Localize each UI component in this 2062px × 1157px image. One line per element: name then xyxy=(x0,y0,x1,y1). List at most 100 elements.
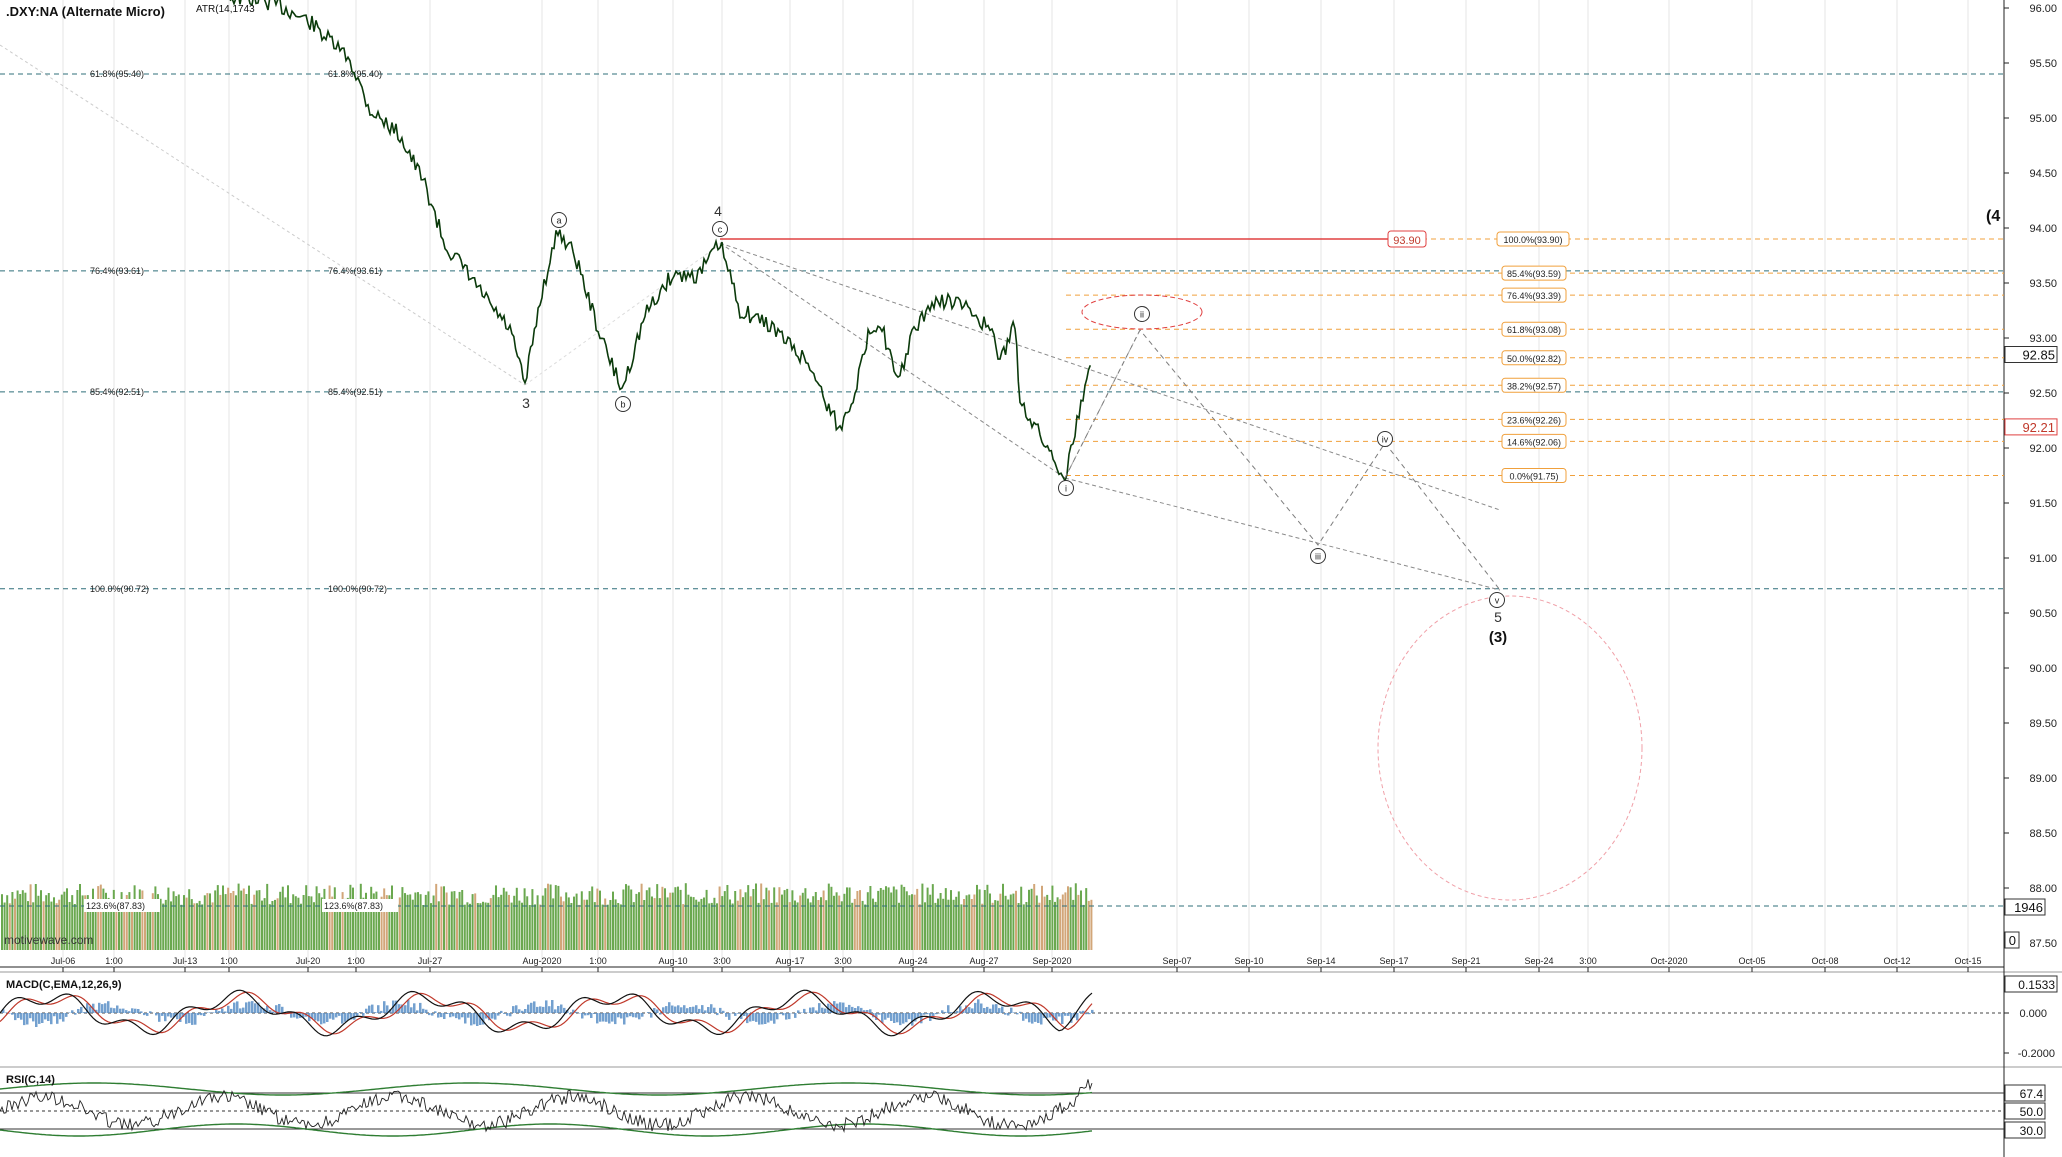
volume-bar xyxy=(814,892,817,950)
volume-bar xyxy=(414,892,417,950)
volume-bar xyxy=(552,898,555,950)
rsi-line xyxy=(0,1079,1093,1134)
fib-right-label: 0.0%(91.75) xyxy=(1509,472,1558,482)
volume-bar xyxy=(794,900,796,950)
volume-bar xyxy=(37,895,40,950)
volume-bar xyxy=(510,902,513,950)
volume-bar xyxy=(692,897,695,950)
volume-bar xyxy=(887,887,890,950)
volume-bar xyxy=(591,886,594,950)
macd-histogram-bar xyxy=(587,1013,590,1016)
volume-bar xyxy=(744,892,747,950)
volume-bar xyxy=(177,894,180,950)
volume-bar xyxy=(892,886,895,950)
volume-bar xyxy=(931,884,934,950)
volume-bar xyxy=(339,902,341,950)
macd-histogram-bar xyxy=(386,1005,389,1013)
fib-right-label-box xyxy=(1501,321,1567,337)
macd-histogram-bar xyxy=(245,1002,248,1013)
macd-histogram-bar xyxy=(224,1011,227,1013)
macd-histogram-bar xyxy=(89,1006,92,1013)
macd-histogram-bar xyxy=(521,1010,524,1013)
macd-value: 0.1533 xyxy=(2018,978,2055,992)
volume-bar xyxy=(609,900,612,950)
volume-bar xyxy=(731,903,734,950)
volume-bar xyxy=(513,895,516,950)
macd-histogram-bar xyxy=(494,1013,497,1020)
macd-histogram-bar xyxy=(947,1005,950,1013)
fib-right-label: 76.4%(93.39) xyxy=(1507,291,1561,301)
macd-histogram-bar xyxy=(848,1004,851,1013)
volume-bar xyxy=(250,903,253,950)
macd-histogram-bar xyxy=(461,1013,464,1018)
macd-histogram-bar xyxy=(701,1005,704,1013)
volume-bar xyxy=(34,884,37,950)
volume-bar xyxy=(27,901,29,950)
macd-histogram-bar xyxy=(380,1010,383,1013)
wave-label-3-degree: (3) xyxy=(1489,629,1507,646)
macd-histogram-bar xyxy=(743,1013,746,1016)
macd-histogram-bar xyxy=(452,1013,455,1017)
time-axis-label: Jul-06 xyxy=(51,956,76,966)
volume-bar xyxy=(11,892,14,950)
macd-histogram-bar xyxy=(263,1008,266,1013)
time-axis-label: Oct-12 xyxy=(1883,956,1910,966)
macd-histogram-bar xyxy=(125,1010,128,1013)
macd-histogram-bar xyxy=(1010,1007,1013,1013)
rsi-title: RSI(C,14) xyxy=(6,1074,55,1086)
time-axis-label: 1:00 xyxy=(105,956,123,966)
macd-histogram-bar xyxy=(86,1003,89,1013)
volume-bar xyxy=(170,901,172,950)
volume-bar xyxy=(801,892,804,950)
volume-bar xyxy=(944,888,947,950)
rsi-panel: 67.4 50.0 30.0 xyxy=(0,1079,2046,1139)
volume-bar xyxy=(879,888,882,950)
volume-bar xyxy=(939,893,942,950)
volume-bar xyxy=(404,893,406,950)
volume-bar xyxy=(432,895,435,950)
volume-bar xyxy=(690,896,692,950)
macd-histogram-bar xyxy=(356,1013,359,1017)
volume-bar xyxy=(424,894,427,950)
volume-bar xyxy=(214,890,217,950)
macd-histogram-bar xyxy=(431,1013,434,1016)
red-level-box xyxy=(1387,230,1427,248)
price-axis-label: 90.50 xyxy=(2029,608,2057,620)
time-axis-label: Sep-2020 xyxy=(1032,956,1071,966)
volume-bar xyxy=(903,886,906,950)
volume-bar xyxy=(684,883,687,950)
wave-label-iii-circle xyxy=(1310,548,1326,564)
volume-bar xyxy=(258,890,261,950)
volume-bar xyxy=(991,902,994,950)
volume-bar xyxy=(986,884,989,950)
volume-bar xyxy=(300,903,302,950)
macd-histogram-bar xyxy=(635,1013,638,1018)
volume-bar xyxy=(846,887,848,950)
macd-histogram-bar xyxy=(422,1008,425,1013)
time-axis-label: Sep-14 xyxy=(1306,956,1335,966)
macd-histogram-bar xyxy=(950,1012,953,1013)
macd-histogram-bar xyxy=(599,1013,602,1022)
macd-histogram-bar xyxy=(1004,1013,1007,1015)
fib-left-label-a: 100.0%(90.72) xyxy=(90,584,149,594)
volume-bar xyxy=(736,900,739,950)
target-ellipses xyxy=(1081,294,1643,901)
volume-bar xyxy=(489,898,492,950)
volume-bar xyxy=(960,904,963,950)
macd-histogram-bar xyxy=(611,1013,614,1022)
fib-left-levels: 61.8%(95.40) 61.8%(95.40)76.4%(93.61) 76.4… xyxy=(0,69,2004,912)
macd-histogram-bar xyxy=(563,1007,566,1013)
volume-bar xyxy=(232,891,235,950)
time-axis-label: Oct-15 xyxy=(1954,956,1981,966)
volume-bar xyxy=(45,895,48,950)
volume-bar xyxy=(796,902,799,950)
price-axis-label: 94.50 xyxy=(2029,168,2057,180)
volume-bar xyxy=(281,886,284,950)
volume-bar xyxy=(983,890,986,950)
macd-panel: 0.000 -0.2000 0.1533 xyxy=(0,975,2058,1060)
volume-bar xyxy=(762,899,765,950)
macd-histogram-bar xyxy=(497,1013,500,1016)
volume-bar xyxy=(157,894,159,950)
